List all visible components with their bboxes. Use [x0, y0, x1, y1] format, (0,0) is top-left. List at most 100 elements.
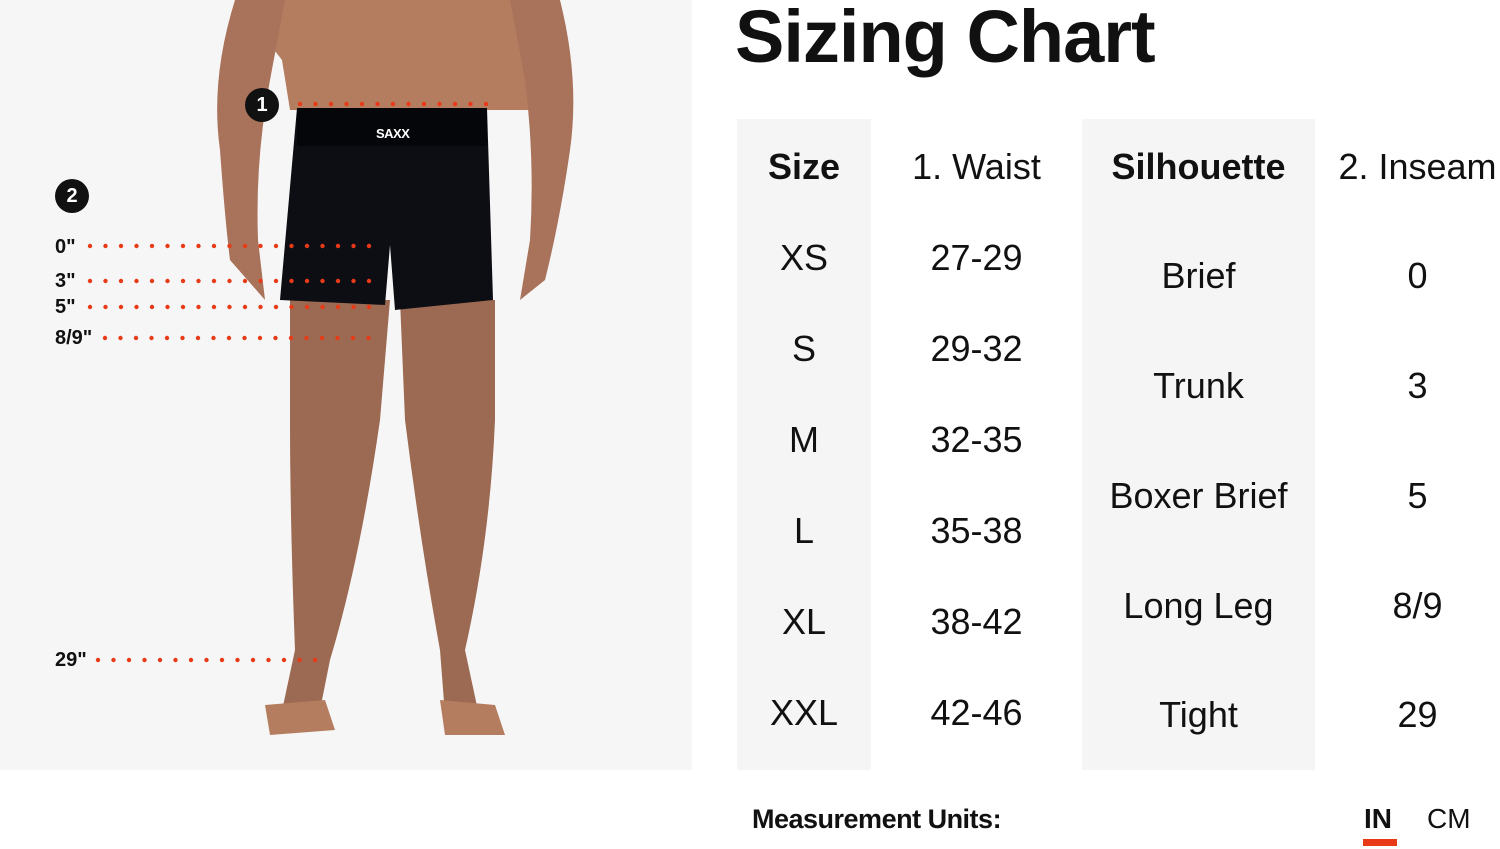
waist-header: 1. Waist — [912, 146, 1041, 187]
measurement-dot — [297, 657, 302, 663]
measurement-dot — [257, 335, 263, 341]
waist-marker-badge: 1 — [245, 88, 279, 122]
waist-l: 35-38 — [930, 510, 1023, 551]
measurement-dot — [118, 335, 123, 341]
silhouette-long-leg: Long Leg — [1123, 585, 1274, 626]
measurement-dot — [320, 278, 325, 284]
measurement-dot — [211, 304, 217, 310]
measurement-dot — [165, 278, 170, 284]
measurement-dot — [335, 335, 340, 341]
size-s: S — [791, 328, 816, 369]
measurement-dot — [312, 657, 318, 663]
measurement-dot — [133, 335, 139, 341]
silhouette-boxer-brief: Boxer Brief — [1109, 475, 1288, 516]
measurement-dot — [320, 304, 325, 310]
measurement-dot — [118, 243, 124, 249]
measurement-dot — [149, 304, 155, 310]
measurement-dot — [351, 243, 356, 249]
measurement-units-label: Measurement Units: — [752, 804, 1002, 834]
measurement-dot — [468, 101, 473, 107]
measurement-dot — [87, 304, 93, 310]
measurement-dot — [180, 304, 186, 310]
unit-cm-toggle[interactable]: CM — [1427, 803, 1471, 834]
size-xl: XL — [781, 601, 827, 642]
measurement-dot — [242, 243, 248, 249]
size-column: Size XS S M L XL XXL — [737, 119, 871, 770]
measurement-dot — [211, 335, 216, 341]
measurement-dot — [366, 304, 372, 310]
measurement-dot — [149, 243, 155, 249]
measurement-dot — [126, 657, 132, 663]
measurement-dot — [118, 278, 124, 284]
measurement-dot — [242, 335, 247, 341]
size-m: M — [789, 419, 819, 460]
waist-xxl: 42-46 — [930, 692, 1023, 733]
measurement-dot — [204, 657, 209, 663]
measurement-dot — [164, 335, 170, 341]
measurement-dot — [335, 243, 341, 249]
waist-xs: 27-29 — [930, 237, 1023, 278]
measurement-dot — [437, 101, 442, 107]
measurement-dot — [335, 304, 341, 310]
silhouette-brief: Brief — [1161, 255, 1236, 296]
silhouette-tight: Tight — [1159, 694, 1238, 735]
measurement-dot — [273, 243, 279, 249]
measurement-dot — [103, 243, 108, 249]
model-figure — [217, 0, 574, 735]
measurement-dot — [102, 335, 108, 341]
inseam-boxer-brief: 5 — [1407, 475, 1428, 516]
measurement-dot — [344, 101, 349, 107]
measurement-dot — [452, 101, 458, 107]
measurement-dot — [304, 278, 310, 284]
brand-logo: SAXX — [376, 126, 410, 141]
measurement-dot — [351, 278, 356, 284]
inseam-label-29: 29" — [55, 649, 87, 671]
size-xxl: XXL — [769, 692, 839, 733]
inseam-label-3: 3" — [55, 270, 76, 292]
measurement-dot — [211, 278, 217, 284]
measurement-dot — [242, 278, 248, 284]
measurement-dot — [350, 335, 356, 341]
measurement-dot — [188, 657, 194, 663]
measurement-dot — [289, 278, 294, 284]
measurement-dot — [195, 335, 201, 341]
measurement-dot — [134, 304, 139, 310]
unit-in-toggle[interactable]: IN — [1364, 803, 1392, 834]
silhouette-trunk: Trunk — [1153, 365, 1244, 406]
measurement-dot — [180, 278, 186, 284]
measurement-dot — [266, 657, 271, 663]
size-l: L — [793, 510, 815, 551]
page-title: Sizing Chart — [735, 0, 1156, 78]
measurement-dot — [173, 657, 178, 663]
measurement-dot — [273, 278, 279, 284]
measurement-dot — [87, 243, 93, 249]
inseam-label-0: 0" — [55, 236, 76, 258]
measurement-dot — [134, 243, 139, 249]
inseam-long-leg: 8/9 — [1392, 585, 1443, 626]
measurement-dot — [319, 335, 325, 341]
measurement-dot — [328, 101, 334, 107]
measurement-dot — [281, 657, 287, 663]
measurement-dot — [250, 657, 256, 663]
measurement-dot — [258, 278, 263, 284]
inseam-brief: 0 — [1407, 255, 1428, 296]
measurement-dot — [366, 243, 372, 249]
measurement-dot — [149, 335, 154, 341]
measurement-dot — [242, 304, 248, 310]
measurement-dot — [258, 304, 263, 310]
measurement-dot — [304, 335, 309, 341]
measurement-dot — [258, 243, 263, 249]
measurement-dot — [95, 657, 101, 663]
measurement-dot — [366, 335, 371, 341]
measurement-dot — [289, 243, 294, 249]
measurement-dot — [196, 304, 201, 310]
selected-unit-indicator — [1363, 839, 1397, 846]
measurement-dot — [196, 278, 201, 284]
measurement-dot — [320, 243, 325, 249]
measurement-dot — [313, 101, 318, 107]
measurement-dot — [390, 101, 396, 107]
measurement-dot — [157, 657, 163, 663]
silhouette-column: Silhouette Brief Trunk Boxer Brief Long … — [1082, 119, 1315, 770]
silhouette-header: Silhouette — [1111, 146, 1286, 187]
measurement-dot — [297, 101, 303, 107]
